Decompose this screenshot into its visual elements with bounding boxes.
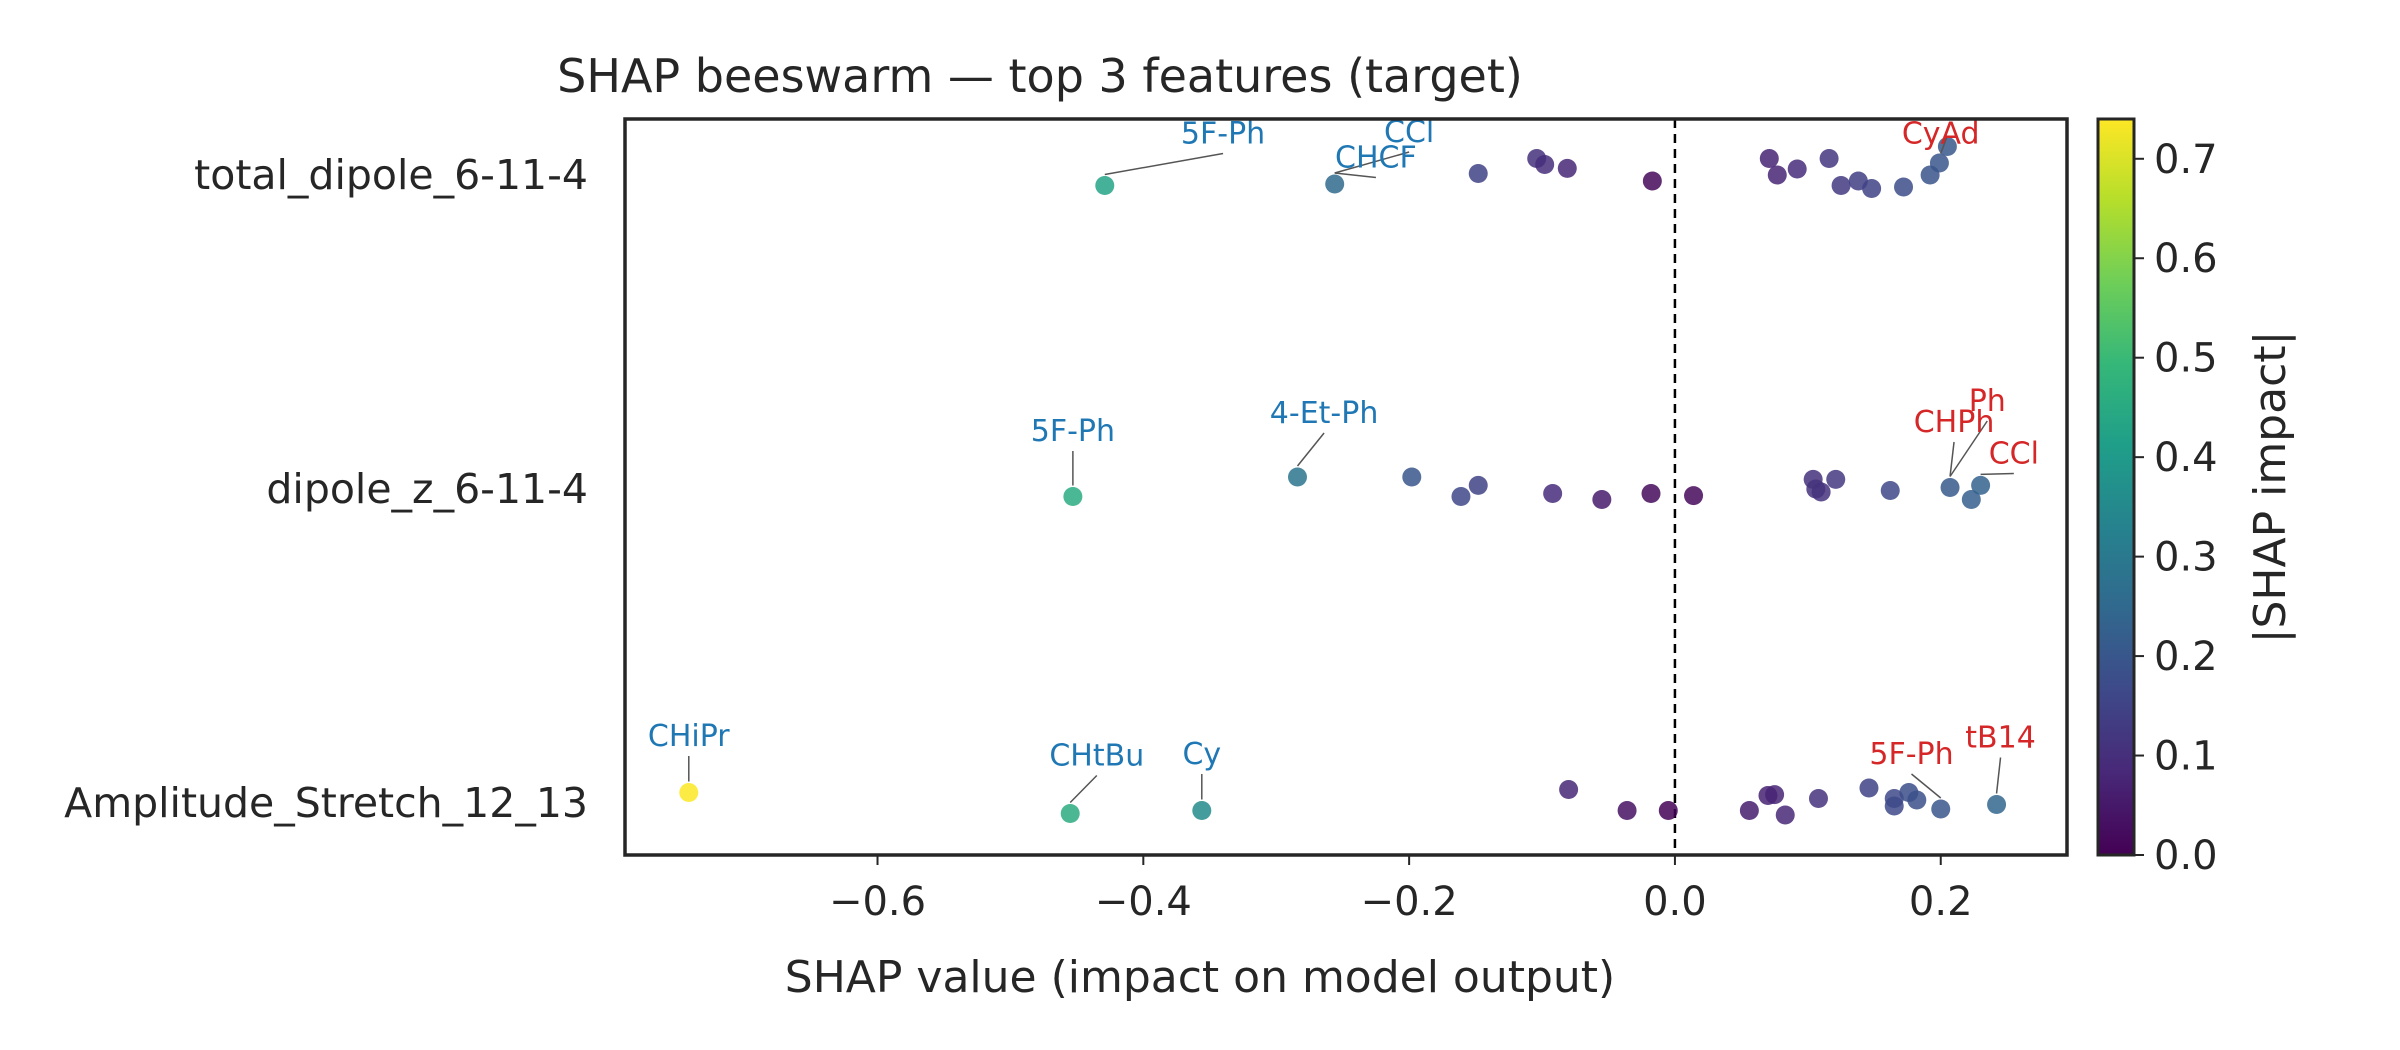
data-point — [1063, 487, 1082, 506]
colorbar: 0.0 0.1 0.2 0.3 0.4 0.5 0.6 0.7 |SHAP impact| — [2098, 119, 2296, 879]
colorbar-tick-label: 0.4 — [2154, 435, 2218, 481]
colorbar-scale — [2098, 119, 2134, 855]
point-annotation: tB14 — [1965, 721, 2036, 756]
data-point — [1776, 806, 1795, 825]
data-point — [1684, 486, 1703, 505]
data-point — [1402, 468, 1421, 487]
data-point — [1881, 481, 1900, 500]
data-point — [1760, 149, 1779, 168]
plot-area: total_dipole_6-11-4 5F-Ph CCl CHCF CyAd di… — [64, 115, 2039, 925]
data-point — [1469, 476, 1488, 495]
data-point — [679, 783, 698, 802]
colorbar-tick-label: 0.5 — [2154, 336, 2218, 382]
data-point — [1192, 801, 1211, 820]
colorbar-tick-label: 0.1 — [2154, 734, 2218, 780]
data-point — [1659, 801, 1678, 820]
data-point — [1885, 797, 1904, 816]
x-tick-label: −0.6 — [829, 879, 926, 925]
point-annotation: CyAd — [1902, 117, 1980, 152]
data-point — [1558, 159, 1577, 178]
data-point — [1788, 160, 1807, 179]
annotation-leader-line — [1070, 776, 1097, 803]
data-point — [1095, 176, 1114, 195]
data-point — [1768, 166, 1787, 185]
colorbar-label: |SHAP impact| — [2245, 331, 2296, 644]
point-annotation: 5F-Ph — [1031, 414, 1115, 449]
data-point — [1061, 804, 1080, 823]
point-annotation: CHiPr — [648, 719, 730, 754]
data-point — [1643, 172, 1662, 191]
x-tick-label: 0.0 — [1643, 879, 1707, 925]
chart-title: SHAP beeswarm — top 3 features (target) — [557, 49, 1523, 103]
data-point — [1535, 155, 1554, 174]
data-point — [1859, 779, 1878, 798]
data-point — [1931, 800, 1950, 819]
data-point — [1543, 484, 1562, 503]
x-tick-label: −0.4 — [1095, 879, 1192, 925]
data-point — [1826, 470, 1845, 489]
colorbar-tick-label: 0.3 — [2154, 535, 2218, 581]
data-point — [1592, 490, 1611, 509]
point-annotation: CHtBu — [1049, 739, 1144, 774]
plot-frame — [625, 119, 2067, 855]
point-annotation: Cy — [1182, 737, 1221, 772]
data-point — [1971, 476, 1990, 495]
data-point — [1832, 176, 1851, 195]
annotation-leader-line — [1297, 433, 1324, 466]
data-point — [1642, 484, 1661, 503]
point-annotation: 5F-Ph — [1181, 117, 1265, 152]
feature-label: dipole_z_6-11-4 — [266, 465, 588, 513]
colorbar-tick-label: 0.6 — [2154, 236, 2218, 282]
x-tick-label: 0.2 — [1909, 879, 1973, 925]
data-point — [1809, 789, 1828, 808]
data-point — [1862, 179, 1881, 198]
feature-label: Amplitude_Stretch_12_13 — [64, 779, 588, 827]
data-point — [1618, 801, 1637, 820]
annotation-leader-line — [1981, 474, 2014, 475]
feature-label: total_dipole_6-11-4 — [194, 151, 588, 199]
data-point — [1930, 154, 1949, 173]
point-annotation: CHCF — [1335, 141, 1417, 176]
data-point — [1288, 468, 1307, 487]
colorbar-tick-label: 0.7 — [2154, 137, 2218, 183]
point-annotation: 4-Et-Ph — [1270, 396, 1379, 431]
annotation-leader-line — [1997, 758, 2001, 794]
data-point — [1559, 780, 1578, 799]
data-point — [1894, 178, 1913, 197]
point-annotation: CCl — [1989, 437, 2039, 472]
data-point — [1765, 785, 1784, 804]
x-axis-label: SHAP value (impact on model output) — [785, 952, 1615, 1003]
data-point — [1987, 795, 2006, 814]
x-tick-label: −0.2 — [1361, 879, 1458, 925]
data-point — [1820, 149, 1839, 168]
point-annotation: CHPh — [1914, 405, 1995, 440]
data-point — [1325, 175, 1344, 194]
data-point — [1941, 478, 1960, 497]
annotation-leader-line — [1105, 154, 1223, 175]
data-point — [1812, 483, 1831, 502]
data-point — [1451, 487, 1470, 506]
data-point — [1740, 801, 1759, 820]
point-annotation: 5F-Ph — [1869, 737, 1953, 772]
colorbar-tick-label: 0.0 — [2154, 833, 2218, 879]
data-point — [1907, 791, 1926, 810]
colorbar-tick-label: 0.2 — [2154, 634, 2218, 680]
data-point — [1469, 164, 1488, 183]
